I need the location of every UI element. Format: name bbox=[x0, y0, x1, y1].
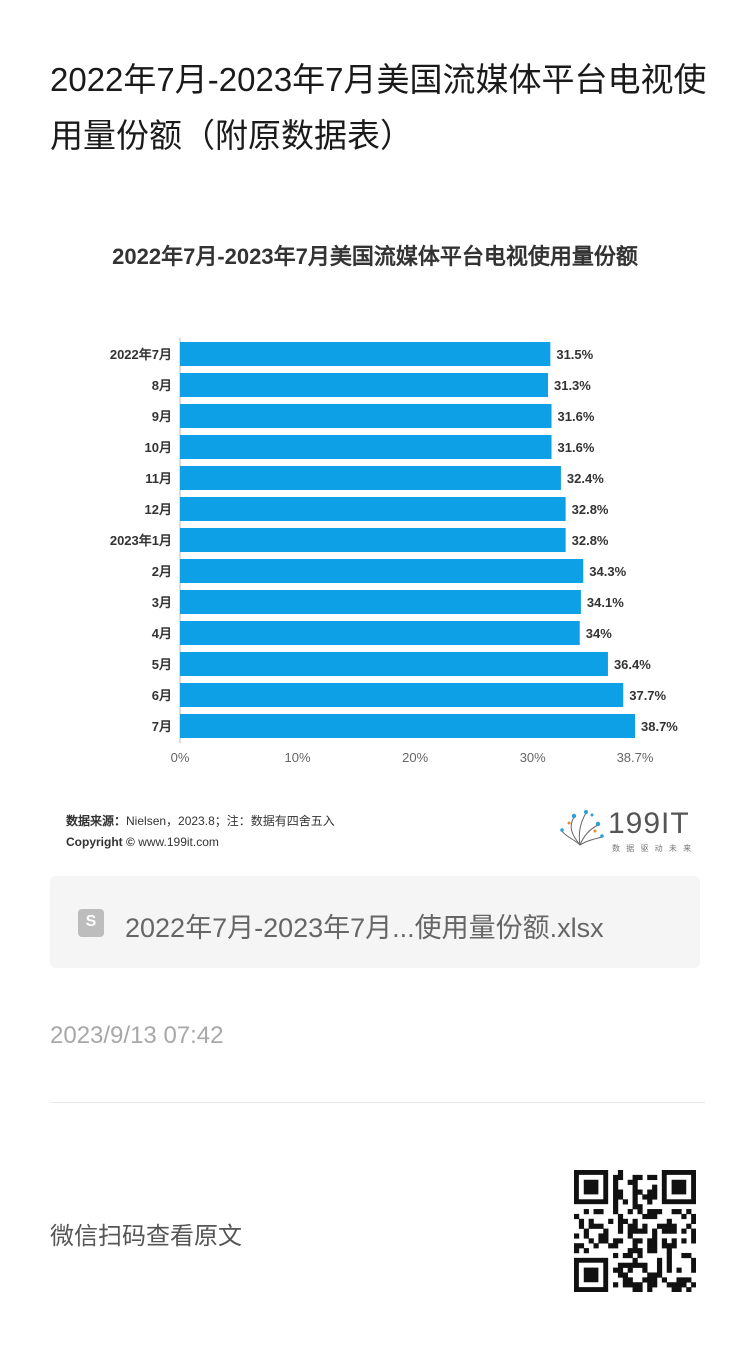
category-label: 11月 bbox=[145, 471, 172, 486]
category-label: 2月 bbox=[152, 564, 172, 579]
category-label: 7月 bbox=[152, 719, 172, 734]
chart-image: 2022年7月-2023年7月美国流媒体平台电视使用量份额 2022年7月 31.… bbox=[50, 225, 700, 865]
category-label: 3月 bbox=[152, 595, 172, 610]
data-label: 36.4% bbox=[614, 657, 651, 672]
category-label: 12月 bbox=[145, 502, 172, 517]
data-label: 31.6% bbox=[558, 409, 595, 424]
divider bbox=[50, 1102, 705, 1103]
copyright-label: Copyright © bbox=[66, 835, 135, 849]
copyright-text: www.199it.com bbox=[138, 835, 219, 849]
data-label: 34% bbox=[586, 626, 612, 641]
bar bbox=[180, 342, 551, 366]
bar bbox=[180, 652, 608, 676]
spreadsheet-icon: S bbox=[78, 909, 104, 937]
data-label: 32.4% bbox=[567, 471, 604, 486]
category-label: 8月 bbox=[152, 378, 172, 393]
x-tick-label: 20% bbox=[402, 750, 428, 765]
category-label: 4月 bbox=[152, 626, 172, 641]
bar bbox=[180, 435, 552, 459]
bar bbox=[180, 559, 584, 583]
x-tick-label: 0% bbox=[171, 750, 190, 765]
chart-footer: 数据来源：Nielsen，2023.8；注：数据有四舍五入 Copyright … bbox=[66, 811, 335, 853]
bar bbox=[180, 590, 581, 614]
spreadsheet-icon-letter: S bbox=[85, 913, 97, 930]
data-label: 32.8% bbox=[572, 533, 609, 548]
bar bbox=[180, 466, 561, 490]
data-label: 34.1% bbox=[587, 595, 624, 610]
category-label: 2023年1月 bbox=[110, 533, 172, 548]
brand-name: 199IT bbox=[608, 807, 690, 840]
qr-prompt: 微信扫码查看原文 bbox=[50, 1223, 242, 1250]
page-title: 2022年7月-2023年7月美国流媒体平台电视使用量份额（附原数据表） bbox=[50, 61, 707, 154]
source-label: 数据来源： bbox=[66, 814, 127, 828]
data-label: 38.7% bbox=[641, 719, 678, 734]
category-label: 6月 bbox=[152, 688, 172, 703]
bar-chart: 2022年7月 31.5% 8月 31.3% 9月 31.6% 10月 31.6% 11月 32.… bbox=[110, 338, 678, 765]
chart-title: 2022年7月-2023年7月美国流媒体平台电视使用量份额 bbox=[112, 244, 638, 269]
x-tick-label: 38.7% bbox=[617, 750, 654, 765]
brand-dandelion-icon bbox=[560, 810, 604, 846]
data-label: 31.6% bbox=[558, 440, 595, 455]
data-label: 37.7% bbox=[629, 688, 666, 703]
category-label: 10月 bbox=[145, 440, 172, 455]
attachment-filename: 2022年7月-2023年7月...使用量份额.xlsx bbox=[125, 913, 604, 943]
source-text: Nielsen，2023.8；注：数据有四舍五入 bbox=[126, 814, 335, 828]
post-timestamp: 2023/9/13 07:42 bbox=[50, 1022, 224, 1049]
bar bbox=[180, 373, 548, 397]
category-label: 5月 bbox=[152, 657, 172, 672]
data-label: 32.8% bbox=[572, 502, 609, 517]
bar bbox=[180, 714, 635, 738]
category-label: 2022年7月 bbox=[110, 347, 172, 362]
data-label: 31.5% bbox=[556, 347, 593, 362]
bar bbox=[180, 528, 566, 552]
x-tick-label: 30% bbox=[520, 750, 546, 765]
bar bbox=[180, 404, 552, 428]
bar bbox=[180, 683, 624, 707]
brand-slogan: 数 据 驱 动 未 来 bbox=[612, 844, 694, 853]
x-tick-label: 10% bbox=[285, 750, 311, 765]
brand-logo: 199IT 数 据 驱 动 未 来 bbox=[560, 805, 700, 855]
qr-code-icon[interactable] bbox=[574, 1170, 696, 1292]
bar bbox=[180, 621, 580, 645]
attachment-card[interactable]: S 2022年7月-2023年7月...使用量份额.xlsx bbox=[50, 876, 700, 968]
data-label: 31.3% bbox=[554, 378, 591, 393]
data-label: 34.3% bbox=[589, 564, 626, 579]
bar bbox=[180, 497, 566, 521]
category-label: 9月 bbox=[152, 409, 172, 424]
